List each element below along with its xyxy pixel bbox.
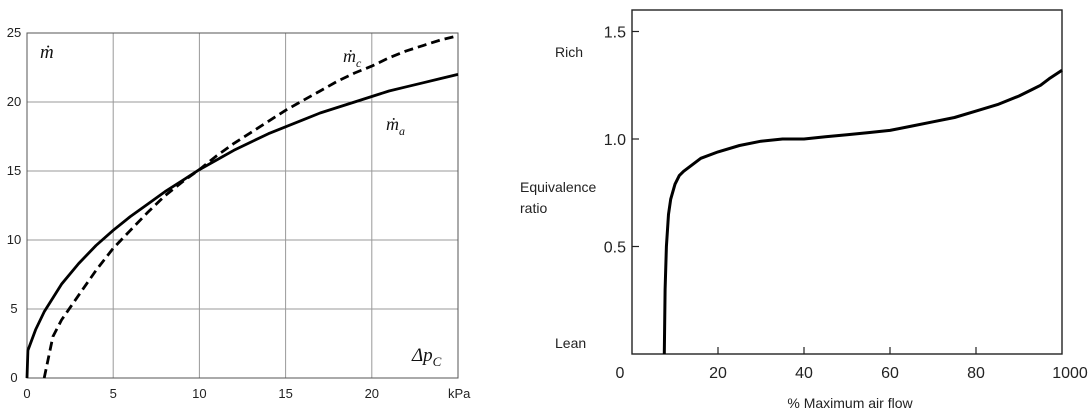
left-x-unit: kPa [448, 386, 471, 401]
curve-a-label: ṁa [386, 114, 405, 138]
right-plot-frame [631, 9, 1063, 355]
curve-c-label: ṁc [343, 46, 362, 70]
right-y-ticks: 0.5 1.0 1.5 [604, 25, 639, 257]
right-y-tick-label: 1.0 [604, 132, 626, 149]
left-x-tick-label: 20 [365, 386, 379, 401]
right-x-tick-label: 60 [881, 365, 899, 382]
right-y-axis-label: Equivalence ratio [520, 179, 596, 216]
series-line-ma [25, 73, 459, 379]
left-y-tick-label: 10 [7, 232, 21, 247]
right-x-axis-label: % Maximum air flow [787, 395, 913, 411]
left-grid [27, 33, 458, 378]
right-rich-label: Rich [555, 44, 583, 60]
left-y-tick-label: 0 [10, 370, 17, 385]
right-y-tick-label: 0.5 [604, 240, 626, 257]
right-x-ticks: 0 20 40 60 80 1000 [616, 347, 1088, 382]
left-x-tick-label: 10 [192, 386, 206, 401]
left-x-tick-label: 0 [23, 386, 30, 401]
right-y-tick-label: 1.5 [604, 25, 626, 42]
right-lean-label: Lean [555, 335, 586, 351]
right-x-tick-label: 20 [709, 365, 727, 382]
left-series [25, 34, 459, 379]
left-y-tick-label: 15 [7, 163, 21, 178]
left-y-symbol: ṁ [40, 42, 54, 63]
right-x-tick-label: 1000 [1052, 365, 1088, 382]
series-line-equivalence-ratio [662, 68, 1063, 355]
left-y-tick-label: 20 [7, 94, 21, 109]
chart-mass-flow-vs-pressure: 0 5 10 15 20 0 5 10 15 20 25 kPa ṁ ṁc ṁa ΔpC [7, 25, 471, 401]
right-x-tick-label: 40 [795, 365, 813, 382]
left-y-ticks: 0 5 10 15 20 25 [7, 25, 21, 385]
left-y-tick-label: 25 [7, 25, 21, 40]
chart-equivalence-ratio: 0 20 40 60 80 1000 0.5 1.0 1.5 Rich Lean Equiva… [520, 9, 1088, 411]
left-y-tick-label: 5 [10, 301, 17, 316]
left-x-symbol: ΔpC [411, 345, 442, 369]
left-x-tick-label: 5 [110, 386, 117, 401]
right-x-tick-label: 80 [967, 365, 985, 382]
left-x-tick-label: 15 [278, 386, 292, 401]
left-plot-frame [26, 32, 459, 379]
left-x-ticks: 0 5 10 15 20 [23, 386, 379, 401]
right-x-tick-label: 0 [616, 365, 625, 382]
series-line-mc [42, 34, 459, 379]
right-series [662, 68, 1063, 355]
